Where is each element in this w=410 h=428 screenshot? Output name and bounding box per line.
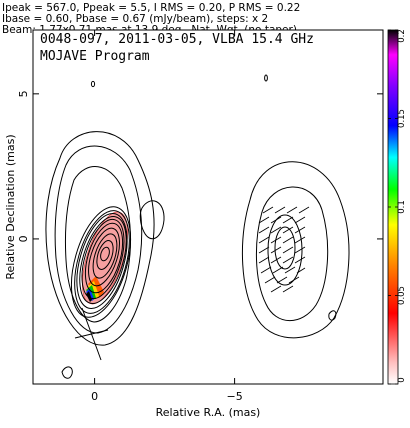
map-area [45, 74, 350, 379]
y-tick-label: 5 [17, 90, 30, 97]
polarization-color-black [86, 291, 92, 302]
y-tick-label: 0 [17, 235, 30, 242]
x-tick-label: −5 [226, 390, 242, 403]
colorbar-tick-label: 0 [397, 377, 407, 382]
plot-frame [32, 29, 384, 385]
colorbar-tick-label: 0.1 [397, 200, 407, 214]
x-tick-label: 0 [91, 390, 98, 403]
colorbar-tick-label: 0.05 [397, 286, 407, 305]
intensity-contours [45, 80, 165, 379]
beam-marker [74, 307, 109, 361]
colorbar-ticks: 0 0.05 0.1 0.15 0.2 [388, 29, 407, 385]
colorbar-tick-label: 0.15 [397, 109, 407, 128]
chart-subtitle: MOJAVE Program [40, 49, 150, 64]
y-axis-ticks: 50 [17, 90, 383, 242]
x-axis-ticks: 0 −5 [91, 30, 243, 403]
polarization-contours [241, 74, 350, 339]
evpa-vectors [258, 206, 310, 293]
header-line-1: Ipeak = 567.0, Ppeak = 5.5, I RMS = 0.20… [2, 2, 300, 14]
colorbar-tick-label: 0.2 [397, 29, 407, 43]
y-axis-label: Relative Declination (mas) [4, 134, 17, 279]
header-line-2: Ibase = 0.60, Pbase = 0.67 (mJy/beam), s… [2, 13, 268, 25]
chart-title: 0048-097, 2011-03-05, VLBA 15.4 GHz [40, 32, 314, 47]
x-axis-label: Relative R.A. (mas) [156, 406, 261, 419]
